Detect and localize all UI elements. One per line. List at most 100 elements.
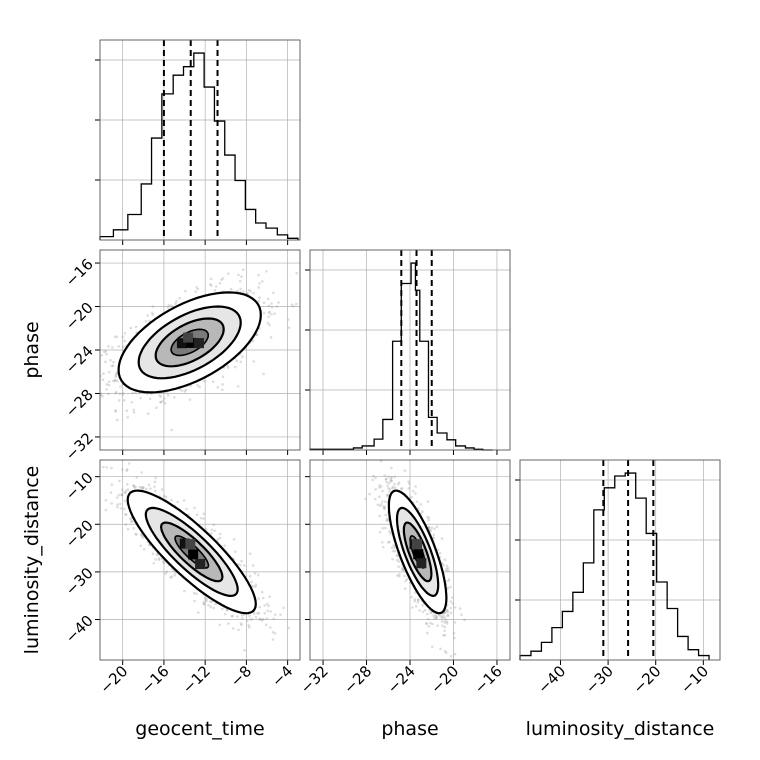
- x-tick-label: −40: [534, 662, 569, 697]
- scatter-point: [463, 618, 466, 622]
- density-cell: [416, 558, 427, 569]
- scatter-point: [111, 364, 115, 368]
- scatter-point: [437, 613, 441, 617]
- scatter-point: [446, 609, 449, 613]
- scatter-point: [233, 365, 237, 369]
- scatter-point: [132, 526, 136, 530]
- scatter-point: [391, 486, 395, 490]
- scatter-point: [210, 600, 213, 603]
- scatter-point: [378, 504, 382, 508]
- scatter-point: [109, 359, 112, 362]
- scatter-point: [246, 619, 249, 623]
- scatter-point: [151, 552, 155, 556]
- scatter-point: [410, 495, 413, 499]
- scatter-point: [115, 503, 119, 506]
- scatter-point: [103, 350, 106, 354]
- scatter-point: [141, 536, 145, 539]
- scatter-point: [243, 564, 246, 567]
- scatter-point: [195, 513, 199, 517]
- scatter-point: [378, 484, 382, 487]
- scatter-point: [239, 622, 243, 625]
- scatter-point: [150, 311, 154, 315]
- scatter-point: [114, 410, 117, 413]
- scatter-point: [386, 494, 389, 498]
- scatter-point: [154, 476, 157, 480]
- scatter-point: [400, 487, 404, 490]
- scatter-point: [159, 401, 162, 404]
- scatter-point: [436, 624, 439, 627]
- scatter-point: [387, 481, 391, 485]
- scatter-point: [378, 486, 381, 489]
- density-cell: [195, 559, 206, 570]
- scatter-point: [449, 611, 453, 615]
- scatter-point: [388, 487, 392, 491]
- scatter-point: [414, 485, 417, 488]
- scatter-point: [382, 545, 385, 549]
- scatter-point: [444, 618, 447, 622]
- scatter-point: [380, 452, 383, 455]
- scatter-point: [207, 603, 210, 607]
- scatter-point: [425, 612, 429, 616]
- scatter-point: [220, 388, 224, 392]
- scatter-point: [273, 631, 277, 635]
- scatter-point: [416, 507, 420, 510]
- scatter-point: [114, 374, 118, 377]
- scatter-point: [166, 306, 170, 309]
- scatter-point: [295, 271, 298, 275]
- scatter-point: [229, 287, 233, 291]
- scatter-point: [302, 288, 305, 291]
- scatter-point: [110, 346, 114, 349]
- scatter-point: [118, 502, 122, 506]
- scatter-point: [239, 360, 243, 364]
- scatter-point: [239, 563, 242, 567]
- scatter-point: [423, 608, 427, 612]
- scatter-point: [198, 385, 201, 389]
- scatter-point: [380, 541, 384, 544]
- scatter-point: [277, 301, 280, 304]
- scatter-point: [107, 383, 111, 387]
- scatter-point: [254, 583, 258, 587]
- scatter-point: [432, 533, 436, 537]
- scatter-point: [163, 402, 167, 405]
- scatter-point: [389, 532, 392, 535]
- scatter-point: [389, 477, 393, 480]
- scatter-point: [107, 392, 110, 396]
- scatter-point: [279, 613, 282, 617]
- scatter-point: [231, 627, 235, 630]
- scatter-point: [372, 474, 375, 478]
- scatter-point: [381, 489, 384, 493]
- scatter-point: [426, 631, 429, 635]
- scatter-point: [385, 518, 388, 522]
- scatter-point: [241, 290, 245, 293]
- scatter-point: [431, 622, 434, 626]
- scatter-point: [212, 606, 216, 610]
- scatter-point: [196, 383, 199, 387]
- scatter-point: [373, 497, 377, 501]
- scatter-point: [121, 468, 124, 471]
- scatter-point: [161, 399, 165, 403]
- scatter-point: [183, 390, 187, 393]
- scatter-point: [262, 372, 265, 376]
- scatter-point: [144, 487, 148, 491]
- scatter-point: [205, 597, 208, 601]
- scatter-point: [151, 313, 155, 316]
- scatter-point: [227, 272, 230, 275]
- scatter-point: [105, 352, 108, 356]
- scatter-point: [96, 453, 99, 456]
- scatter-point: [139, 544, 142, 548]
- scatter-point: [453, 652, 457, 656]
- scatter-point: [273, 312, 276, 315]
- scatter-point: [381, 526, 384, 530]
- x-tick-label: −32: [297, 662, 332, 697]
- scatter-point: [385, 480, 388, 484]
- scatter-point: [210, 284, 213, 287]
- scatter-point: [254, 615, 258, 619]
- scatter-point: [445, 567, 448, 571]
- scatter-point: [226, 366, 230, 369]
- scatter-geocent-time-vs-phase: −32−28−24−20−16: [62, 249, 305, 464]
- scatter-point: [221, 375, 225, 379]
- scatter-point: [250, 580, 253, 584]
- scatter-point: [382, 507, 386, 510]
- scatter-point: [424, 622, 428, 625]
- scatter-point: [452, 631, 456, 635]
